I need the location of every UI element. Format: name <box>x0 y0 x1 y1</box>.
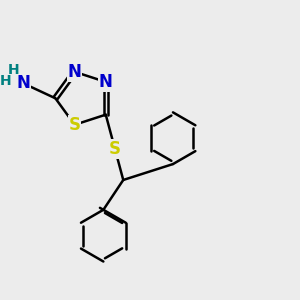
Text: N: N <box>68 63 82 81</box>
Text: N: N <box>99 73 113 91</box>
Text: S: S <box>109 140 121 158</box>
Text: H: H <box>0 74 12 88</box>
Text: N: N <box>16 74 30 92</box>
Text: H: H <box>8 63 20 77</box>
Text: S: S <box>69 116 81 134</box>
